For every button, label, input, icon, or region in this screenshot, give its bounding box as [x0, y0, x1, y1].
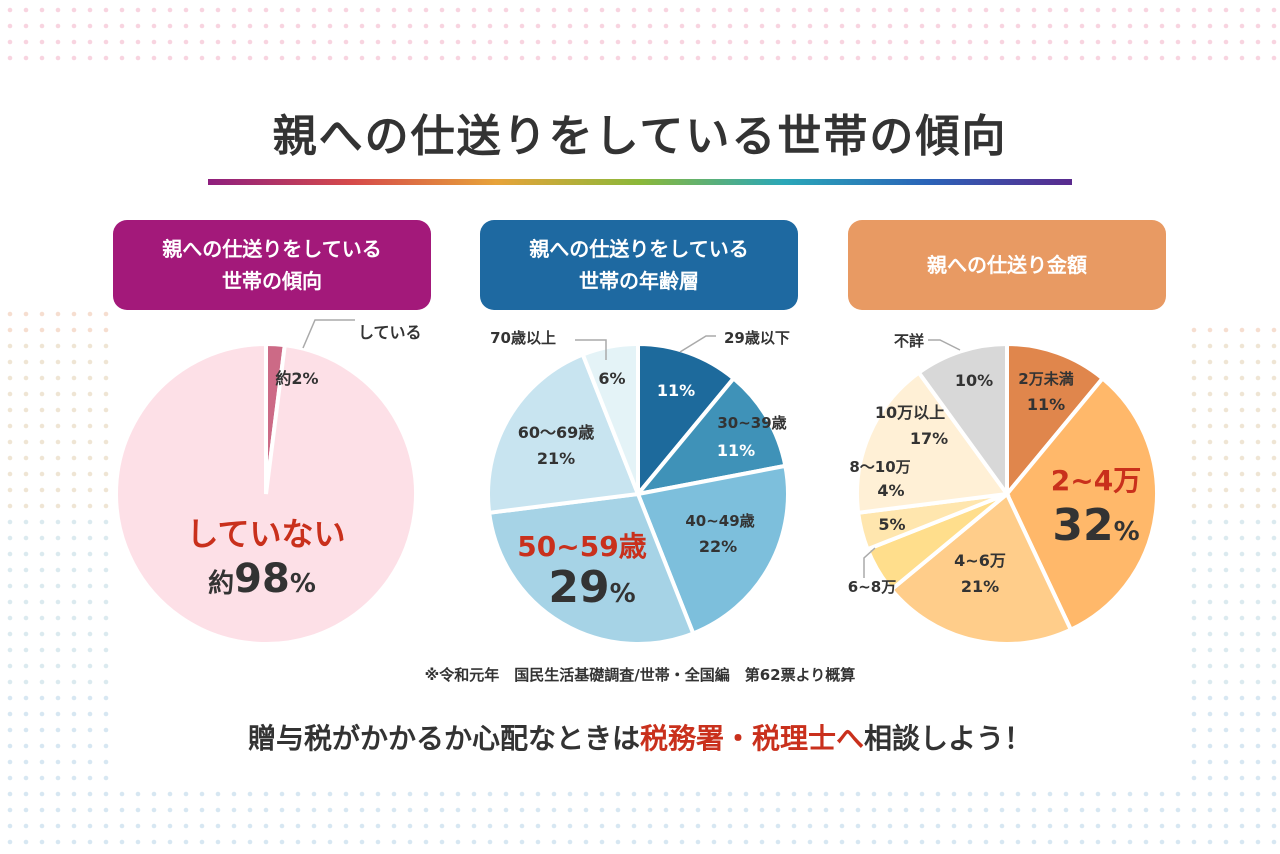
source-note: ※令和元年 国民生活基礎調査/世帯・全国編 第62票より概算 — [424, 666, 856, 684]
category-label: していない — [186, 515, 345, 553]
data-label: 29% — [548, 562, 635, 613]
category-label: 不詳 — [894, 332, 924, 350]
pie-slice — [114, 341, 418, 646]
data-label: 約2% — [275, 369, 318, 388]
leader-line — [928, 339, 961, 351]
panel-header-amount: 親への仕送り金額 — [848, 220, 1166, 310]
leader-line — [863, 547, 876, 578]
data-label: 約98% — [208, 556, 316, 602]
data-label: 22% — [699, 537, 737, 556]
category-label: 30~39歳 — [717, 414, 786, 432]
title-underline — [208, 179, 1072, 185]
category-label: 8～10万 — [849, 458, 910, 476]
panel-header-line: 世帯の年齢層 — [579, 269, 699, 293]
page-title: 親への仕送りをしている世帯の傾向 — [272, 111, 1008, 162]
data-label: 10% — [955, 371, 993, 390]
panel-header-line: 親への仕送りをしている — [162, 237, 382, 261]
leader-line — [679, 335, 716, 353]
pie-slice — [855, 369, 1011, 516]
cta-text: 贈与税がかかるか心配なときは — [247, 722, 640, 755]
category-label: 60～69歳 — [518, 423, 595, 442]
pie-slice — [636, 341, 737, 500]
panel-header-line: 親への仕送りをしている — [529, 237, 749, 261]
category-label: 29歳以下 — [724, 329, 790, 347]
panel-header-age: 親への仕送りをしている 世帯の年齢層 — [480, 220, 798, 310]
pie-slice — [1005, 341, 1106, 500]
cta-highlight: 税務署・税理士へ — [639, 722, 864, 755]
panel-header-line: 世帯の傾向 — [222, 269, 322, 293]
data-label: 4% — [877, 481, 904, 500]
panel-header-trend: 親への仕送りをしている 世帯の傾向 — [113, 220, 431, 310]
leader-line — [302, 319, 355, 349]
cta-text: 相談しよう！ — [864, 722, 1033, 755]
data-label: 11% — [657, 381, 695, 400]
pie-slice — [580, 341, 640, 495]
category-label: 2~4万 — [1051, 464, 1141, 497]
data-label: 6% — [598, 369, 625, 388]
category-label: 10万以上 — [875, 403, 945, 422]
category-label: 40~49歳 — [685, 512, 754, 530]
category-label: している — [358, 323, 422, 342]
data-label: 21% — [961, 577, 999, 596]
data-label: 17% — [910, 429, 948, 448]
pie-slice — [486, 491, 696, 646]
leader-line — [575, 339, 607, 360]
panel-header-line: 親への仕送り金額 — [927, 253, 1087, 277]
data-label: 21% — [537, 449, 575, 468]
data-label: 11% — [717, 441, 755, 460]
pie-slice — [916, 341, 1009, 501]
category-label: 50~59歳 — [517, 530, 646, 563]
data-label: 11% — [1027, 395, 1065, 414]
data-label: 5% — [878, 515, 905, 534]
category-label: 70歳以上 — [490, 329, 556, 347]
pie-slice — [635, 463, 790, 637]
data-label: 32% — [1052, 500, 1139, 551]
pie-slice — [1004, 375, 1159, 633]
pie-slice — [888, 490, 1074, 646]
category-label: 2万未満 — [1018, 370, 1073, 388]
pie-slice — [486, 351, 641, 516]
pie-slice — [632, 375, 788, 498]
call-to-action: 贈与税がかかるか心配なときは税務署・税理士へ相談しよう！ — [0, 717, 1280, 757]
category-label: 4~6万 — [954, 551, 1006, 570]
category-label: 6~8万 — [848, 578, 896, 596]
